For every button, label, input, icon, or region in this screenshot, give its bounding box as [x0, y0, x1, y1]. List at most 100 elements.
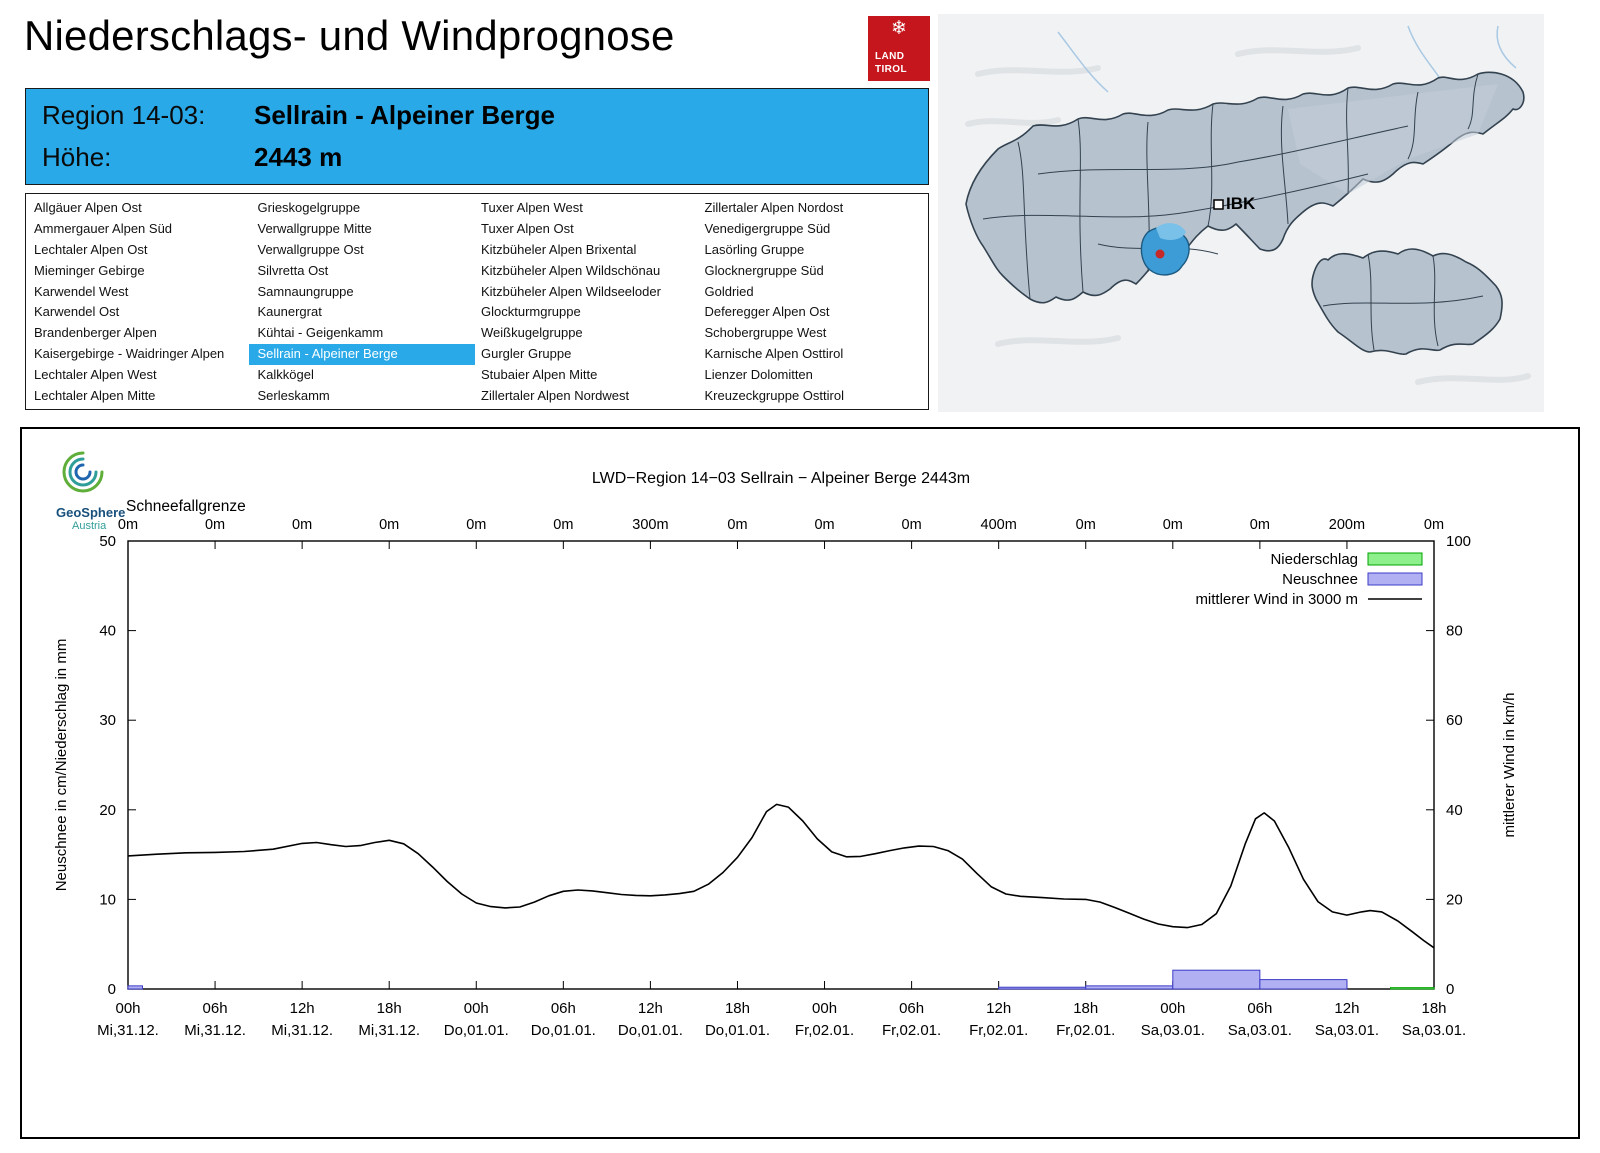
x-tick-time: 00h [1160, 1000, 1185, 1017]
x-tick-date: Sa,03.01. [1402, 1022, 1466, 1039]
region-list-item[interactable]: Karwendel West [34, 283, 129, 299]
region-list-item[interactable]: Schobergruppe West [704, 325, 827, 341]
y-left-tick: 10 [99, 891, 116, 908]
snowflake-icon: ❄ [891, 18, 907, 39]
region-list-item[interactable]: Lechtaler Alpen Ost [34, 241, 148, 257]
x-tick-date: Sa,03.01. [1141, 1022, 1205, 1039]
y-left-tick: 40 [99, 623, 116, 640]
region-list-item[interactable]: Glockturmgruppe [481, 304, 581, 320]
x-tick-date: Mi,31.12. [271, 1022, 333, 1039]
region-list-item[interactable]: Allgäuer Alpen Ost [34, 200, 142, 215]
region-list-item[interactable]: Kitzbüheler Alpen Brixental [481, 241, 637, 257]
snowline-value: 200m [1329, 517, 1365, 533]
region-list-item[interactable]: Tuxer Alpen Ost [481, 220, 574, 236]
snowline-value: 0m [902, 517, 922, 533]
x-tick-date: Sa,03.01. [1228, 1022, 1292, 1039]
neuschnee-bar [1085, 985, 1174, 990]
region-list-item[interactable]: Venedigergruppe Süd [704, 220, 831, 236]
x-tick-time: 12h [290, 1000, 315, 1017]
region-list-item[interactable]: Kalkkögel [257, 367, 314, 383]
y-right-tick: 40 [1446, 802, 1463, 819]
tirol-map-svg: IBK [938, 14, 1544, 412]
region-list-item[interactable]: Silvretta Ost [257, 262, 329, 278]
region-list-item[interactable]: Lienzer Dolomitten [704, 367, 813, 383]
region-list-item[interactable]: Kaisergebirge - Waidringer Alpen [34, 346, 225, 362]
x-tick-date: Fr,02.01. [795, 1022, 854, 1039]
region-list-item[interactable]: Gurgler Gruppe [481, 346, 572, 362]
neuschnee-bar [127, 985, 144, 990]
x-tick-date: Fr,02.01. [882, 1022, 941, 1039]
snowline-value: 300m [632, 517, 668, 533]
region-list-item[interactable]: Goldried [704, 283, 754, 299]
region-list-item[interactable]: Lechtaler Alpen West [34, 367, 157, 383]
region-list-item[interactable]: Brandenberger Alpen [34, 325, 157, 341]
y-right-axis-label: mittlerer Wind in km/h [1501, 692, 1518, 837]
x-tick-time: 12h [1334, 1000, 1359, 1017]
region-list-item[interactable]: Kitzbüheler Alpen Wildschönau [481, 262, 661, 278]
y-left-tick: 30 [99, 712, 116, 729]
geosphere-logo: GeoSphere Austria [56, 445, 176, 532]
region-list-item[interactable]: Lasörling Gruppe [704, 241, 805, 257]
snowline-value: 0m [1424, 517, 1444, 533]
region-list-item[interactable]: Weißkugelgruppe [481, 325, 583, 341]
region-list-item[interactable]: Glocknergruppe Süd [704, 262, 824, 278]
region-list-column-4: Zillertaler Alpen Nordost Venedigergruppe… [705, 198, 929, 409]
region-list-item[interactable]: Lechtaler Alpen Mitte [34, 388, 156, 404]
region-list-item[interactable]: Mieminger Gebirge [34, 262, 145, 278]
tirol-region-map[interactable]: IBK [938, 14, 1544, 412]
region-list-item[interactable]: Karnische Alpen Osttirol [704, 346, 844, 362]
wind-line [127, 803, 1435, 949]
region-list-item[interactable]: Grieskogelgruppe [257, 200, 361, 215]
forecast-chart-panel: LWD−Region 14−03 Sellrain − Alpeiner Ber… [20, 427, 1580, 1139]
y-left-tick: 20 [99, 802, 116, 819]
region-list-item[interactable]: Kaunergrat [257, 304, 322, 320]
region-center-dot [1155, 249, 1165, 259]
region-list-item[interactable]: Kühtai - Geigenkamm [257, 325, 384, 341]
region-list-item[interactable]: Tuxer Alpen West [481, 200, 583, 215]
region-list-item[interactable]: Zillertaler Alpen Nordost [704, 200, 844, 215]
region-list-item[interactable]: Kitzbüheler Alpen Wildseeloder [481, 283, 661, 299]
snowline-value: 0m [727, 517, 747, 533]
snowline-value: 0m [466, 517, 486, 533]
legend-label: mittlerer Wind in 3000 m [1195, 591, 1358, 608]
y-right-tick: 20 [1446, 891, 1463, 908]
region-list-column-2: Grieskogelgruppe Verwallgruppe Mitte Verwa… [248, 198, 482, 409]
y-left-tick: 0 [108, 981, 116, 998]
x-tick-time: 12h [638, 1000, 663, 1017]
region-info-row: Region 14-03: Sellrain - Alpeiner Berge [26, 100, 928, 131]
snowline-value: 0m [814, 517, 834, 533]
altitude-info-row: Höhe: 2443 m [26, 142, 928, 173]
x-tick-date: Mi,31.12. [97, 1022, 159, 1039]
region-list-item[interactable]: Ammergauer Alpen Süd [34, 220, 173, 236]
legend-box-swatch [1367, 552, 1423, 566]
region-list-item[interactable]: Deferegger Alpen Ost [704, 304, 830, 320]
x-tick-time: 18h [1073, 1000, 1098, 1017]
x-tick-date: Do,01.01. [444, 1022, 509, 1039]
region-list-item[interactable]: Zillertaler Alpen Nordwest [481, 388, 630, 404]
snowline-value: 0m [379, 517, 399, 533]
x-tick-date: Do,01.01. [705, 1022, 770, 1039]
x-tick-time: 12h [986, 1000, 1011, 1017]
region-list-item[interactable]: Karwendel Ost [34, 304, 120, 320]
region-list-item[interactable]: Verwallgruppe Mitte [257, 220, 372, 236]
x-tick-date: Sa,03.01. [1315, 1022, 1379, 1039]
region-list-item[interactable]: Verwallgruppe Ost [257, 241, 364, 257]
y-right-tick: 0 [1446, 981, 1454, 998]
region-list-item[interactable]: Serleskamm [257, 388, 330, 404]
x-tick-time: 06h [1247, 1000, 1272, 1017]
y-right-tick: 100 [1446, 533, 1471, 550]
region-list-item[interactable]: Stubaier Alpen Mitte [481, 367, 598, 383]
y-right-tick: 60 [1446, 712, 1463, 729]
ibk-marker [1213, 199, 1224, 210]
east-tirol-shape [1311, 248, 1503, 356]
x-tick-date: Fr,02.01. [969, 1022, 1028, 1039]
geosphere-country: Austria [72, 520, 107, 532]
forecast-chart: LWD−Region 14−03 Sellrain − Alpeiner Ber… [53, 470, 1518, 1039]
selected-region-upper [1156, 223, 1186, 240]
region-list-item[interactable]: Samnaungruppe [257, 283, 354, 299]
snowline-value: 0m [1163, 517, 1183, 533]
region-list-item-selected[interactable]: Sellrain - Alpeiner Berge [248, 344, 475, 366]
legend-label: Niederschlag [1270, 551, 1358, 568]
region-list-item[interactable]: Kreuzeckgruppe Osttirol [704, 388, 844, 404]
selected-region-shape[interactable] [1140, 223, 1190, 276]
